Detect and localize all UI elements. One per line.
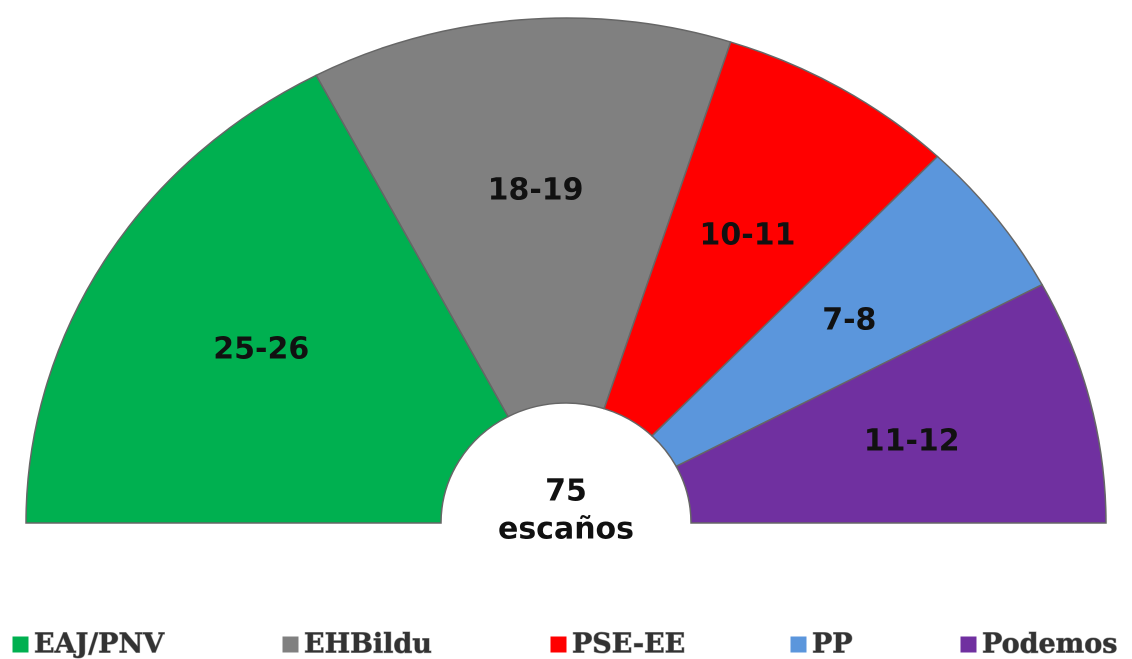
legend-swatch bbox=[549, 635, 568, 654]
sector bbox=[315, 17, 732, 418]
legend-swatch bbox=[959, 635, 978, 654]
legend-swatch bbox=[789, 635, 808, 654]
value-label: 10-11 bbox=[700, 218, 796, 253]
value-label: 11-12 bbox=[864, 423, 960, 458]
sector bbox=[675, 283, 1107, 524]
center-total: 75 bbox=[545, 474, 587, 509]
value-label: 18-19 bbox=[488, 172, 584, 207]
value-label: 7-8 bbox=[822, 302, 876, 337]
center-unit: escaños bbox=[498, 512, 634, 547]
sector bbox=[25, 74, 510, 524]
legend-swatch bbox=[281, 635, 300, 654]
sector bbox=[603, 41, 939, 437]
legend-label: PP bbox=[812, 629, 853, 659]
legend-label: Podemos bbox=[982, 629, 1117, 659]
legend-label: EHBildu bbox=[304, 629, 432, 659]
sectors bbox=[25, 17, 1107, 524]
value-label: 25-26 bbox=[213, 332, 309, 367]
legend-label: PSE-EE bbox=[572, 629, 685, 659]
legend-label: EAJ/PNV bbox=[34, 629, 165, 659]
legend-swatch bbox=[11, 635, 30, 654]
